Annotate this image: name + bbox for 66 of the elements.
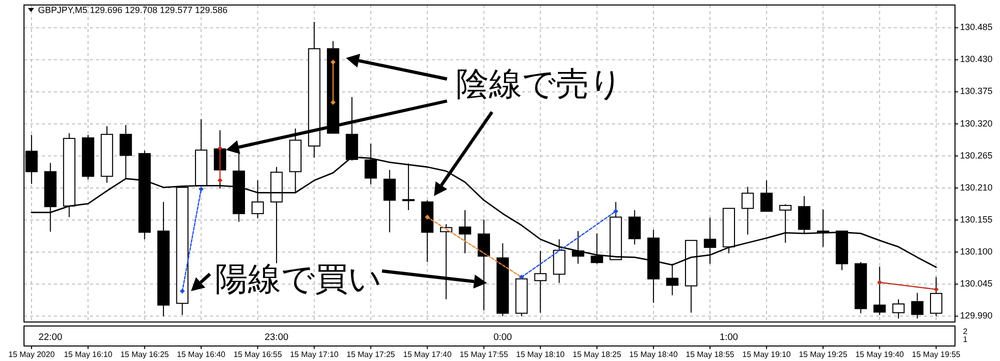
candlestick <box>911 292 924 320</box>
y-tick-label: 130.045 <box>960 278 993 288</box>
point <box>198 186 204 192</box>
y-tick-label: 130.100 <box>960 246 993 256</box>
candlestick <box>534 250 547 314</box>
candlestick <box>779 204 792 244</box>
text: 2 <box>963 327 968 336</box>
candlestick <box>760 180 773 212</box>
x-tick-label: 15 May 16:10 <box>64 350 113 359</box>
x-tick-label: 15 May 16:55 <box>233 350 282 359</box>
y-tick-label: 130.210 <box>960 182 993 192</box>
candlestick <box>798 196 810 234</box>
point <box>613 208 618 214</box>
x-tick-label: 15 May 19:40 <box>855 350 904 359</box>
x2-tick-label: 22:00 <box>38 332 62 343</box>
point <box>180 288 185 294</box>
x2-tick-label: 1:00 <box>720 332 738 343</box>
x-tick-label: 15 May 2020 <box>8 350 56 359</box>
candlestick <box>553 238 566 284</box>
y-tick-label: 130.375 <box>960 86 993 96</box>
x-tick-label: 15 May 18:10 <box>516 350 566 359</box>
point <box>934 286 939 292</box>
candlestick <box>458 210 472 254</box>
point <box>424 214 430 220</box>
candlestick <box>704 217 716 264</box>
point <box>218 146 222 151</box>
x-tick-label: 15 May 19:10 <box>742 350 792 359</box>
y-tick-label: 130.430 <box>960 54 993 64</box>
candlestick <box>364 143 377 185</box>
x-tick-label: 15 May 16:25 <box>120 350 170 359</box>
y-tick-label: 130.155 <box>960 214 993 224</box>
x-tick-label: 15 May 18:40 <box>629 350 678 359</box>
candlestick <box>120 124 132 180</box>
candlestick <box>742 186 754 236</box>
x2-tick-label: 23:00 <box>264 332 288 343</box>
y-tick-label: 130.485 <box>960 22 993 32</box>
candlestick <box>930 276 942 317</box>
x-tick-label: 15 May 16:40 <box>176 350 226 359</box>
x-tick-label: 15 May 18:25 <box>572 350 622 359</box>
candlestick <box>402 163 415 211</box>
x-tick-label: 15 May 19:25 <box>798 350 848 359</box>
candlestick <box>478 218 490 311</box>
candlestick <box>383 169 396 233</box>
chart-title: GBPJPY,M5 129.696 129.708 129.577 129.586 <box>38 5 228 15</box>
candlestick <box>590 232 604 264</box>
candlestick <box>666 263 678 296</box>
annotation: 陰線で売り <box>456 65 623 102</box>
x-tick-label: 15 May 17:55 <box>460 350 509 359</box>
x-tick-label: 15 May 17:10 <box>290 350 340 359</box>
x2-tick-label: 0:00 <box>493 332 512 343</box>
point <box>877 280 882 285</box>
annotation: 陽線で買い <box>215 260 382 297</box>
x-tick-label: 15 May 17:40 <box>403 350 452 359</box>
x-tick-label: 15 May 18:55 <box>686 350 735 359</box>
candlestick <box>628 210 641 245</box>
y-tick-label: 130.265 <box>960 150 993 160</box>
candlestick <box>252 180 264 219</box>
x-tick-label: 15 May 17:25 <box>346 350 396 359</box>
point <box>330 60 336 65</box>
x-tick-label: 15 May 19:55 <box>912 350 961 359</box>
text: 1 <box>963 335 968 344</box>
y-tick-label: 130.320 <box>960 118 993 128</box>
candlestick <box>892 298 905 320</box>
y-tick-label: 129.990 <box>960 310 993 321</box>
point <box>330 100 336 105</box>
candlestick <box>873 266 886 316</box>
